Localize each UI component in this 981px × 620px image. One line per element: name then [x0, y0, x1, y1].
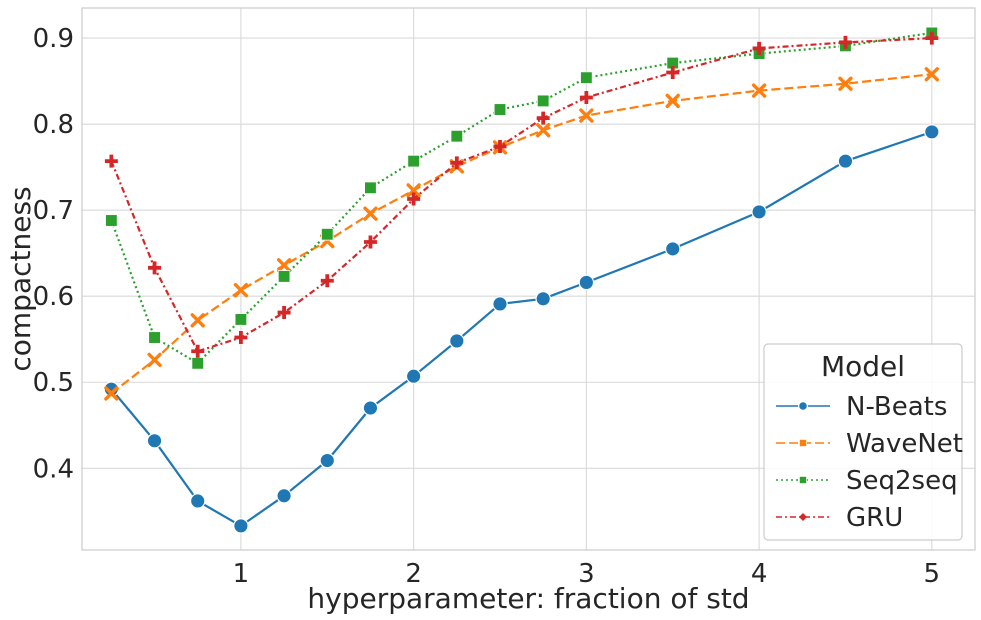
data-point: [407, 192, 421, 206]
x-tick-label: 2: [405, 559, 422, 589]
data-point: [665, 93, 680, 109]
y-axis-label: compactness: [4, 186, 37, 371]
data-point: [190, 313, 205, 328]
data-point: [104, 386, 119, 401]
data-point: [276, 488, 292, 504]
data-point: [493, 140, 507, 154]
x-tick-label: 1: [233, 559, 250, 589]
data-point: [363, 206, 378, 221]
data-point: [234, 331, 248, 345]
legend-marker: [799, 513, 807, 521]
legend-marker: [799, 438, 808, 447]
y-tick-label: 0.7: [33, 196, 74, 226]
data-point: [535, 291, 551, 307]
data-point: [536, 94, 550, 108]
plot-frame: [81, 7, 976, 551]
y-tick-label: 0.5: [33, 368, 74, 398]
data-point: [363, 235, 377, 249]
series-line: [110, 130, 933, 528]
y-tick-label: 0.9: [33, 24, 74, 54]
plot-series: [103, 26, 940, 534]
x-tick-label: 5: [924, 559, 941, 589]
legend-marker: [797, 401, 808, 412]
data-point: [362, 400, 379, 416]
legend-entry: WaveNet: [776, 429, 963, 459]
data-point: [234, 313, 248, 326]
data-point: [924, 67, 939, 82]
data-point: [191, 357, 204, 370]
legend-entry: Seq2seq: [776, 466, 958, 496]
data-point: [450, 156, 464, 170]
x-tick-label: 4: [751, 559, 768, 589]
data-point: [146, 432, 163, 449]
data-point: [751, 204, 767, 220]
series-line: [110, 73, 932, 395]
data-point: [666, 66, 680, 80]
data-point: [579, 90, 593, 104]
legend-label: GRU: [846, 503, 903, 533]
data-point: [321, 228, 334, 241]
y-tick-label: 0.6: [33, 282, 74, 312]
data-point: [580, 71, 593, 84]
data-point: [148, 331, 161, 344]
data-point: [147, 352, 162, 368]
data-point: [319, 452, 336, 469]
data-point: [837, 153, 854, 169]
data-point: [364, 181, 377, 195]
data-point: [191, 344, 205, 358]
legend-entry: GRU: [776, 503, 903, 533]
legend-title: Model: [821, 350, 905, 383]
y-tick-label: 0.4: [33, 454, 74, 484]
data-point: [405, 368, 422, 384]
tick-labels: 1 2 3 4 5 0.4 0.5 0.6 0.7 0.8 0.9: [33, 24, 940, 589]
data-point: [276, 258, 292, 273]
x-tick-label: 3: [578, 559, 595, 589]
legend-entry: N-Beats: [776, 392, 947, 422]
legend: Model N-Beats WaveNet Seq2seq GRU: [763, 343, 963, 541]
data-point: [449, 333, 465, 349]
legend-label: N-Beats: [846, 392, 947, 422]
data-point: [105, 214, 118, 227]
data-point: [925, 31, 939, 45]
data-point: [320, 274, 334, 288]
legend-entries: N-Beats WaveNet Seq2seq GRU: [776, 392, 963, 533]
data-point: [838, 76, 853, 91]
data-point: [104, 154, 118, 168]
y-tick-label: 0.8: [33, 110, 74, 140]
data-point: [233, 518, 249, 534]
series-gru: [104, 31, 939, 358]
data-point: [752, 41, 766, 55]
data-point: [664, 241, 681, 257]
data-point: [924, 124, 940, 140]
data-point: [148, 261, 162, 275]
data-point: [277, 270, 291, 283]
x-axis-label: hyperparameter: fraction of std: [307, 582, 749, 615]
data-point: [493, 103, 507, 116]
legend-box: [763, 343, 963, 541]
legend-marker: [799, 475, 808, 484]
data-point: [450, 129, 464, 143]
legend-label: Seq2seq: [846, 466, 958, 496]
data-point: [751, 83, 767, 98]
data-point: [536, 123, 551, 138]
series-seq2seq: [105, 26, 939, 370]
data-point: [233, 283, 249, 298]
data-point: [579, 108, 594, 123]
legend-label: WaveNet: [846, 429, 963, 459]
data-point: [277, 306, 291, 320]
data-point: [838, 35, 852, 49]
data-point: [189, 493, 206, 509]
series-n-beats: [103, 124, 940, 534]
data-point: [578, 274, 595, 291]
data-point: [536, 111, 550, 125]
data-point: [406, 183, 421, 198]
series-line: [110, 37, 932, 353]
data-point: [492, 296, 508, 312]
series-line: [110, 31, 932, 365]
data-point: [407, 154, 420, 168]
